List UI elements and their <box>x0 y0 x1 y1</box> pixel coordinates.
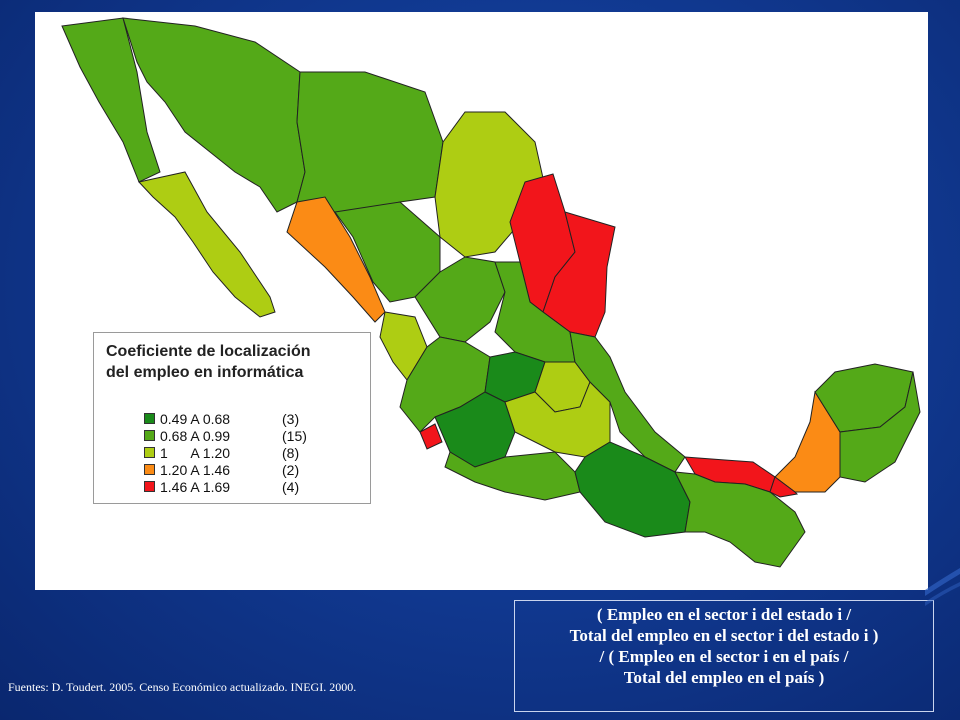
map-legend: Coeficiente de localización del empleo e… <box>93 332 371 504</box>
legend-swatch <box>144 447 155 458</box>
legend-swatch <box>144 464 155 475</box>
state-quintana-roo-south <box>769 476 799 498</box>
formula-line-4: Total del empleo en el país ) <box>623 668 825 687</box>
legend-count: (8) <box>282 445 300 461</box>
legend-range: 1.46 A 1.69 <box>160 479 231 495</box>
state-chihuahua <box>296 71 444 213</box>
state-sinaloa <box>286 196 386 323</box>
legend-count: (2) <box>282 462 300 478</box>
formula-line-3: / ( Empleo en el sector i en el país / <box>599 647 849 666</box>
state-quintana-roo <box>839 371 921 483</box>
legend-count: (15) <box>282 428 307 444</box>
legend-range: 0.49 A 0.68 <box>160 411 231 427</box>
decorative-swoosh <box>925 568 960 606</box>
legend-range: 1 A 1.20 <box>160 445 231 461</box>
legend-title-line-2: del empleo en informática <box>106 364 304 381</box>
formula-line-1: ( Empleo en el sector i del estado i / <box>596 605 852 624</box>
state-sonora <box>122 17 306 213</box>
formula-box: ( Empleo en el sector i del estado i / T… <box>514 600 934 712</box>
legend-count: (4) <box>282 479 300 495</box>
state-baja-california <box>61 17 161 183</box>
state-baja-california-sur <box>138 171 276 318</box>
legend-swatch <box>144 430 155 441</box>
map-panel: Coeficiente de localización del empleo e… <box>35 12 928 590</box>
state-colima <box>419 423 443 450</box>
formula-line-2: Total del empleo en el sector i del esta… <box>569 626 879 645</box>
legend-count: (3) <box>282 411 300 427</box>
legend-title-line-1: Coeficiente de localización <box>106 343 311 360</box>
legend-range: 1.20 A 1.46 <box>160 462 231 478</box>
legend-swatch <box>144 481 155 492</box>
state-chiapas <box>674 471 806 568</box>
source-citation: Fuentes: D. Toudert. 2005. Censo Económi… <box>8 680 357 694</box>
legend-swatch <box>144 413 155 424</box>
legend-range: 0.68 A 0.99 <box>160 428 231 444</box>
mexico-choropleth-map <box>61 17 921 568</box>
legend-title: Coeficiente de localización del empleo e… <box>106 341 366 383</box>
